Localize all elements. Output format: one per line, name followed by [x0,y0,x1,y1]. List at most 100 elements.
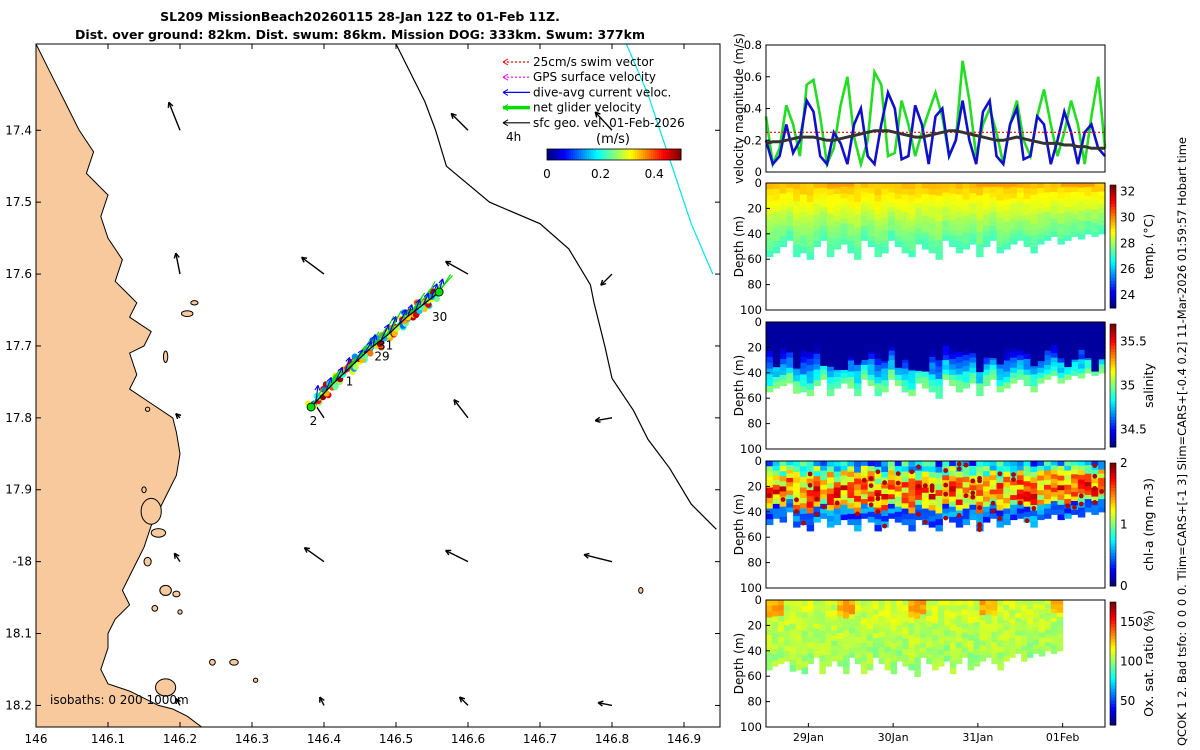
flagged-point [922,483,928,489]
track-start [306,402,316,412]
track-end [434,287,444,297]
depth-tick: 80 [747,695,762,709]
depth-tick: 80 [747,556,762,570]
colorbar-tick: 35 [1120,379,1135,393]
flagged-point [943,482,949,488]
island [141,486,147,494]
depth-tick: 80 [747,278,762,292]
flagged-point [1011,472,1016,477]
temperature-section: 0 20 40 60 80 100 Depth (m) 24 26 28 30 32 temp. (°C… [732,176,1156,317]
map-ytick-label: 17.4 [5,123,32,137]
current-arrow [458,696,469,706]
depth-ylabel: Depth (m) [732,494,746,555]
island [162,350,169,363]
depth-tick: 60 [747,530,762,544]
current-arrow [173,252,181,275]
flagged-point [814,512,820,517]
current-arrow [583,552,613,563]
map-ytick-label: 18.2 [5,698,32,712]
side-note-text: QCOK 1 2. Bad tsfo: 0 0 0 0. Tlim=CARS+[… [1175,137,1189,746]
colorbar-tick: 34.5 [1120,422,1147,436]
flagged-point [970,494,976,500]
velocity-ytick: 0.2 [744,133,762,147]
side-note: QCOK 1 2. Bad tsfo: 0 0 0 0. Tlim=CARS+[… [1175,137,1189,746]
isobath-label: isobaths: 0 200 1000m [50,693,189,707]
map-xtick-label: 146.4 [307,732,341,746]
colorbar-tick: 26 [1120,262,1135,276]
dive-avg-arrow [314,384,321,402]
colorbar-tick: 35.5 [1120,335,1147,349]
depth-tick: 20 [747,479,762,493]
flagged-point [943,468,949,473]
flagged-point [1092,473,1098,479]
flagged-point [963,462,969,468]
day-label: 31 [378,339,393,353]
chlorophyll-section: 0 20 40 60 80 100 Depth (m) 0 1 2 chl-a (mg m-3) [732,454,1156,595]
depth-tick: 40 [747,644,762,658]
flagged-point [794,509,799,514]
figure-title: SL209 MissionBeach20260115 28-Jan 12Z to… [0,8,720,44]
map-xtick-label: 146.2 [163,732,197,746]
colorbar-tick: 32 [1120,184,1135,198]
dive-avg-arrow [371,334,378,347]
coastline [36,44,203,727]
island [155,678,177,697]
depth-tick: 100 [740,303,762,317]
island [638,587,644,594]
velocity-series [765,129,1105,150]
island [172,590,181,598]
island [229,658,239,666]
current-arrow [167,101,181,131]
current-arrow [175,412,182,420]
map-xtick-label: 146.5 [379,732,413,746]
flagged-point [807,482,813,488]
depth-tick: 40 [747,227,762,241]
depth-tick: 60 [747,252,762,266]
salinity-section: 0 20 40 60 80 100 Depth (m) 34.5 35 35.5 salinity [732,315,1156,456]
current-arrow [594,416,613,423]
current-arrow [600,273,613,286]
colorbar-label: chl-a (mg m-3) [1141,478,1156,571]
depth-tick: 100 [740,581,762,595]
flagged-point [1078,493,1084,499]
dive-avg-arrow [334,366,344,382]
salinity-section-frame [765,321,1106,450]
flagged-point [1092,463,1098,468]
current-arrow [175,697,181,706]
legend-entry: GPS surface velocity [533,70,656,84]
current-arrow [445,260,469,275]
flagged-point [855,511,860,517]
colorbar-tick: 28 [1120,236,1135,250]
map-ytick-label: 17.7 [5,339,32,353]
dive-avg-arrow [363,341,372,355]
flagged-point [977,523,982,528]
map-frame [35,43,721,728]
depth-ylabel: Depth (m) [732,355,746,416]
island [180,310,194,317]
depth-tick: 60 [747,669,762,683]
day-label: 29 [374,349,389,363]
dive-avg-arrow [344,356,352,373]
current-arrow [597,700,613,707]
colorbar-tick: 0 [1120,579,1128,593]
depth-tick: 0 [755,315,762,329]
flagged-point [1065,503,1071,509]
depth-tick: 20 [747,618,762,632]
depth-tick: 0 [755,593,762,607]
colorbar-tick: 30 [1120,210,1135,224]
time-tick-label: 30Jan [878,731,909,744]
island [150,528,167,538]
flagged-point [780,497,786,502]
title-line-2: Dist. over ground: 82km. Dist. swum: 86k… [75,27,645,42]
flagged-point [807,471,813,477]
temperature-section-colorbar: 24 26 28 30 32 temp. (°C) [1109,184,1156,309]
flagged-point [943,515,949,521]
flagged-point [943,491,949,497]
legend-note: 4h [506,130,521,144]
flagged-point [875,469,881,475]
flagged-point [916,464,921,470]
legend-entry: dive-avg current veloc. [533,85,671,99]
